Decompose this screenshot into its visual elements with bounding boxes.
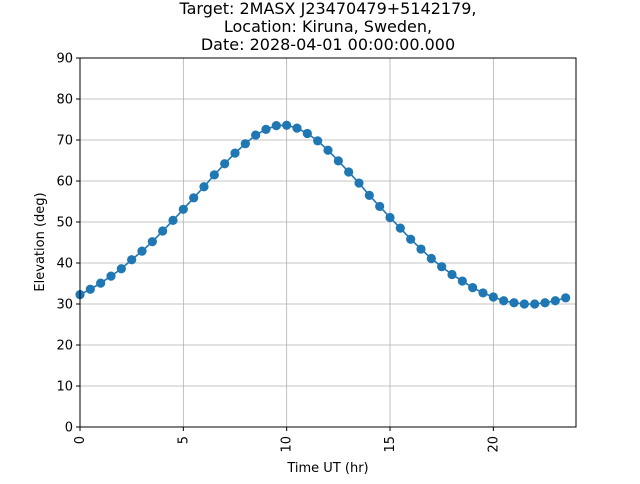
data-point xyxy=(178,204,188,214)
y-axis-label: Elevation (deg) xyxy=(33,192,48,291)
y-tick-label-40: 40 xyxy=(56,257,73,272)
data-point xyxy=(168,215,178,225)
y-tick-label-60: 60 xyxy=(56,175,73,190)
y-tick-label-70: 70 xyxy=(56,134,73,149)
data-point xyxy=(199,182,209,192)
data-point xyxy=(354,178,364,188)
data-point xyxy=(261,124,271,134)
chart-title-line-2: Location: Kiruna, Sweden, xyxy=(224,17,432,36)
x-tick-label-5: 5 xyxy=(176,436,191,444)
data-point xyxy=(375,201,385,212)
data-point xyxy=(96,278,106,288)
data-point xyxy=(488,292,498,302)
data-point xyxy=(271,121,281,131)
data-point xyxy=(323,145,333,155)
data-point xyxy=(561,293,571,303)
y-tick-label-10: 10 xyxy=(56,380,73,395)
data-point xyxy=(85,284,95,294)
plot-area-frame xyxy=(79,57,577,428)
data-point xyxy=(406,234,416,244)
data-point xyxy=(127,255,137,265)
data-point xyxy=(240,139,250,149)
data-point xyxy=(550,296,560,306)
data-point xyxy=(106,271,116,281)
data-point xyxy=(209,170,219,180)
data-point xyxy=(333,156,343,166)
data-point xyxy=(385,212,395,223)
y-tick-label-0: 0 xyxy=(65,421,73,436)
data-point xyxy=(457,276,467,286)
x-tick-label-0: 0 xyxy=(73,436,88,444)
data-point xyxy=(292,123,302,133)
data-point xyxy=(189,193,199,203)
data-point xyxy=(344,167,354,177)
data-point xyxy=(519,299,529,309)
data-point xyxy=(158,226,168,236)
y-tick-label-50: 50 xyxy=(56,216,73,231)
chart-title-line-1: Target: 2MASX J23470479+5142179, xyxy=(178,0,476,18)
x-tick-label-15: 15 xyxy=(383,436,398,453)
data-point xyxy=(147,237,157,247)
x-tick-label-20: 20 xyxy=(486,436,501,453)
data-point xyxy=(447,269,457,280)
chart-title-line-3: Date: 2028-04-01 00:00:00.000 xyxy=(201,35,455,54)
x-tick-label-10: 10 xyxy=(280,436,295,453)
data-point xyxy=(230,148,240,158)
data-point xyxy=(116,264,126,274)
axis-ticks: 0 5 10 15 20 0 10 20 30 40 50 60 70 80 90 xyxy=(56,52,501,453)
x-axis-label: Time UT (hr) xyxy=(286,461,368,476)
data-point xyxy=(468,283,478,293)
data-point xyxy=(137,246,147,256)
data-point xyxy=(251,130,261,140)
data-point xyxy=(540,298,550,308)
data-point xyxy=(426,253,436,264)
data-point xyxy=(509,298,519,308)
data-point xyxy=(313,136,323,146)
data-point xyxy=(437,262,447,272)
data-point xyxy=(416,244,426,254)
data-point xyxy=(530,299,540,309)
y-tick-label-30: 30 xyxy=(56,298,73,313)
y-tick-label-20: 20 xyxy=(56,339,73,354)
data-point xyxy=(302,128,312,139)
data-point xyxy=(499,296,509,306)
y-tick-label-90: 90 xyxy=(56,52,73,67)
data-point xyxy=(364,190,374,200)
series-elevation xyxy=(75,120,571,309)
data-point xyxy=(282,120,292,130)
y-tick-label-80: 80 xyxy=(56,93,73,108)
data-point xyxy=(395,223,405,233)
data-point xyxy=(220,159,230,169)
data-point xyxy=(478,288,488,298)
